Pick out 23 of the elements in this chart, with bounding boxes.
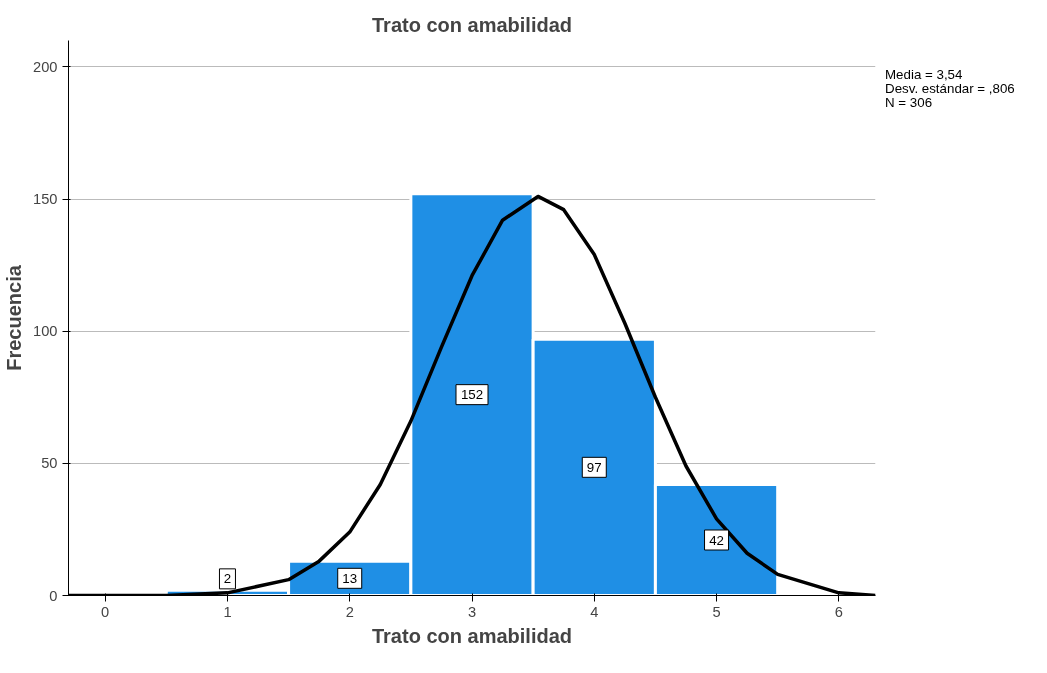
x-tick-label: 1 [223, 603, 232, 620]
x-tick-label: 5 [712, 603, 721, 620]
text: Media = 3,54 [885, 67, 963, 82]
text: Desv. estándar = ,806 [885, 81, 1015, 96]
data-label: 13 [342, 570, 358, 586]
y-tick-label: 0 [49, 587, 58, 604]
chart-title: Trato con amabilidad [371, 13, 573, 36]
y-tick-label: 100 [33, 323, 58, 340]
x-tick-label: 4 [590, 603, 599, 620]
x-tick-label: 6 [834, 603, 843, 620]
y-tick-label: 200 [33, 58, 58, 75]
data-label: 2 [223, 571, 232, 587]
data-label: 152 [460, 387, 484, 403]
x-tick-label: 3 [467, 603, 477, 620]
y-tick-label: 150 [33, 191, 58, 208]
x-axis-title: Trato con amabilidad [371, 624, 573, 647]
text: N = 306 [885, 94, 933, 110]
data-label: 97 [586, 459, 602, 475]
y-tick-label: 50 [41, 455, 58, 472]
x-tick-label: 2 [345, 603, 354, 620]
x-tick-label: 0 [101, 603, 110, 620]
y-axis-title: Frecuencia [3, 264, 26, 371]
data-label: 42 [709, 532, 724, 548]
